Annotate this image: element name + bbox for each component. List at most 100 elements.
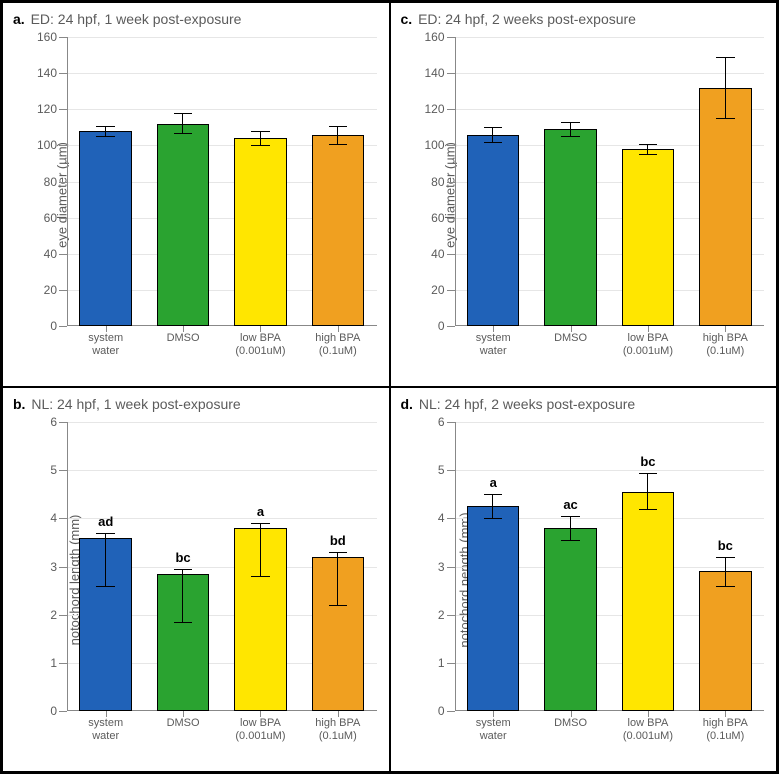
error-bar xyxy=(725,57,726,118)
bar xyxy=(622,149,675,326)
y-tick-label: 40 xyxy=(44,247,67,261)
error-cap xyxy=(716,57,734,58)
x-tick-label: DMSO xyxy=(167,326,200,345)
x-tick-label: high BPA(0.1uM) xyxy=(315,326,360,357)
error-bar xyxy=(260,523,261,576)
x-tick-label: systemwater xyxy=(476,326,511,357)
error-bar xyxy=(337,552,338,605)
panel-letter: a. xyxy=(13,11,25,27)
error-cap xyxy=(716,118,734,119)
y-tick-label: 120 xyxy=(424,102,454,116)
y-tick-label: 100 xyxy=(424,138,454,152)
error-bar xyxy=(182,113,183,133)
y-tick-label: 4 xyxy=(50,511,67,525)
significance-label: a xyxy=(490,475,497,490)
error-bar xyxy=(647,473,648,509)
y-tick-label: 2 xyxy=(50,608,67,622)
x-tick-label: systemwater xyxy=(88,711,123,742)
error-cap xyxy=(251,131,269,132)
x-tick-label: high BPA(0.1uM) xyxy=(703,711,748,742)
error-cap xyxy=(329,552,347,553)
error-bar xyxy=(337,126,338,144)
error-cap xyxy=(174,113,192,114)
panel-subtitle: ED: 24 hpf, 2 weeks post-exposure xyxy=(414,11,636,27)
x-tick-label: DMSO xyxy=(554,326,587,345)
error-cap xyxy=(329,605,347,606)
error-bar xyxy=(260,131,261,145)
error-cap xyxy=(329,126,347,127)
bar xyxy=(157,124,210,326)
y-axis xyxy=(67,37,68,326)
panel-title: d. NL: 24 hpf, 2 weeks post-exposure xyxy=(401,396,771,412)
error-cap xyxy=(561,540,579,541)
panel-title: a. ED: 24 hpf, 1 week post-exposure xyxy=(13,11,383,27)
y-tick-label: 20 xyxy=(44,283,67,297)
y-tick-label: 5 xyxy=(50,463,67,477)
bar xyxy=(544,528,597,711)
y-tick-label: 3 xyxy=(50,560,67,574)
bar xyxy=(79,131,132,326)
error-bar xyxy=(570,122,571,136)
bar xyxy=(467,135,520,326)
grid-line xyxy=(67,109,377,110)
panel-a: a. ED: 24 hpf, 1 week post-exposure eye … xyxy=(2,2,390,387)
y-tick-label: 0 xyxy=(50,704,67,718)
y-tick-label: 1 xyxy=(438,656,455,670)
x-tick-label: low BPA(0.001uM) xyxy=(623,326,673,357)
x-tick-label: low BPA(0.001uM) xyxy=(623,711,673,742)
y-tick-label: 3 xyxy=(438,560,455,574)
significance-label: bc xyxy=(175,550,190,565)
y-tick-label: 80 xyxy=(44,175,67,189)
panel-subtitle: NL: 24 hpf, 2 weeks post-exposure xyxy=(415,396,635,412)
error-cap xyxy=(484,127,502,128)
error-bar xyxy=(182,569,183,622)
panel-subtitle: NL: 24 hpf, 1 week post-exposure xyxy=(27,396,240,412)
error-bar xyxy=(570,516,571,540)
error-cap xyxy=(639,509,657,510)
grid-line xyxy=(455,73,765,74)
bar xyxy=(699,571,752,711)
x-tick-label: low BPA(0.001uM) xyxy=(235,326,285,357)
significance-label: bc xyxy=(640,454,655,469)
error-cap xyxy=(561,136,579,137)
y-tick-label: 20 xyxy=(431,283,454,297)
error-cap xyxy=(561,122,579,123)
error-cap xyxy=(484,494,502,495)
error-bar xyxy=(492,127,493,141)
grid-line xyxy=(67,470,377,471)
panel-subtitle: ED: 24 hpf, 1 week post-exposure xyxy=(27,11,242,27)
grid-line xyxy=(67,37,377,38)
y-tick-label: 80 xyxy=(431,175,454,189)
x-tick-label: DMSO xyxy=(167,711,200,730)
y-tick-label: 6 xyxy=(438,415,455,429)
panel-letter: d. xyxy=(401,396,413,412)
error-bar xyxy=(492,494,493,518)
error-cap xyxy=(716,557,734,558)
error-cap xyxy=(329,144,347,145)
significance-label: ad xyxy=(98,514,113,529)
panel-title: b. NL: 24 hpf, 1 week post-exposure xyxy=(13,396,383,412)
significance-label: bd xyxy=(330,533,346,548)
bar xyxy=(544,129,597,326)
panel-title: c. ED: 24 hpf, 2 weeks post-exposure xyxy=(401,11,771,27)
plot-area: 020406080100120140160systemwaterDMSOlow … xyxy=(67,37,377,326)
y-tick-label: 60 xyxy=(431,211,454,225)
plot-area: 0123456asystemwateracDMSObclow BPA(0.001… xyxy=(455,422,765,711)
y-axis xyxy=(455,37,456,326)
y-tick-label: 140 xyxy=(37,66,67,80)
error-cap xyxy=(174,622,192,623)
error-cap xyxy=(96,136,114,137)
y-tick-label: 1 xyxy=(50,656,67,670)
significance-label: ac xyxy=(563,497,577,512)
y-tick-label: 6 xyxy=(50,415,67,429)
error-cap xyxy=(251,576,269,577)
error-cap xyxy=(639,154,657,155)
panel-d: d. NL: 24 hpf, 2 weeks post-exposure not… xyxy=(390,387,778,772)
y-tick-label: 160 xyxy=(37,30,67,44)
panel-c: c. ED: 24 hpf, 2 weeks post-exposure eye… xyxy=(390,2,778,387)
error-cap xyxy=(484,142,502,143)
bar xyxy=(699,88,752,326)
error-bar xyxy=(725,557,726,586)
y-tick-label: 160 xyxy=(424,30,454,44)
error-bar xyxy=(647,144,648,155)
